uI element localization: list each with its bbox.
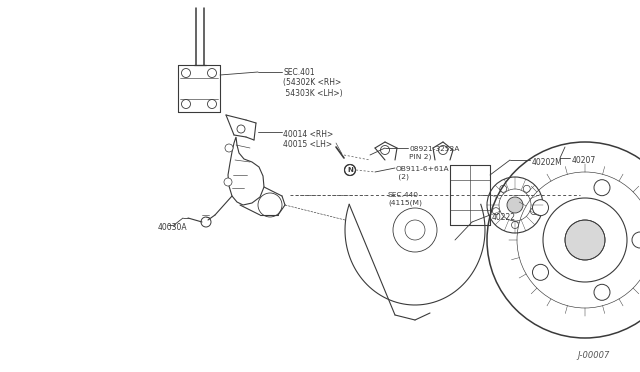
Circle shape [201,217,211,227]
Circle shape [532,200,548,216]
Circle shape [182,99,191,109]
Circle shape [225,144,233,152]
Circle shape [524,185,531,192]
Circle shape [492,208,499,215]
Circle shape [381,145,390,154]
Circle shape [344,164,355,176]
Circle shape [632,232,640,248]
Circle shape [507,197,523,213]
Circle shape [438,145,447,154]
Circle shape [531,208,538,215]
Circle shape [182,68,191,77]
Circle shape [207,68,216,77]
Circle shape [511,221,518,228]
Circle shape [594,284,610,300]
Circle shape [565,220,605,260]
Circle shape [207,99,216,109]
Text: N: N [347,167,353,173]
Circle shape [594,180,610,196]
Text: J-00007: J-00007 [578,350,610,359]
Text: 08921-3252A
PIN 2): 08921-3252A PIN 2) [409,146,460,160]
Text: 40202M: 40202M [532,158,563,167]
Circle shape [532,264,548,280]
Text: SEC.401
(54302K <RH>
 54303K <LH>): SEC.401 (54302K <RH> 54303K <LH>) [283,68,342,98]
Circle shape [224,178,232,186]
Text: 40207: 40207 [572,156,596,165]
Circle shape [237,125,245,133]
Text: SEC.440
(4115(M): SEC.440 (4115(M) [388,192,422,205]
Circle shape [500,185,507,192]
Text: 40014 <RH>
40015 <LH>: 40014 <RH> 40015 <LH> [283,130,333,150]
Text: 40030A: 40030A [158,224,188,232]
Text: OB911-6+61A
 (2): OB911-6+61A (2) [396,166,450,180]
Text: 40222: 40222 [492,213,516,222]
